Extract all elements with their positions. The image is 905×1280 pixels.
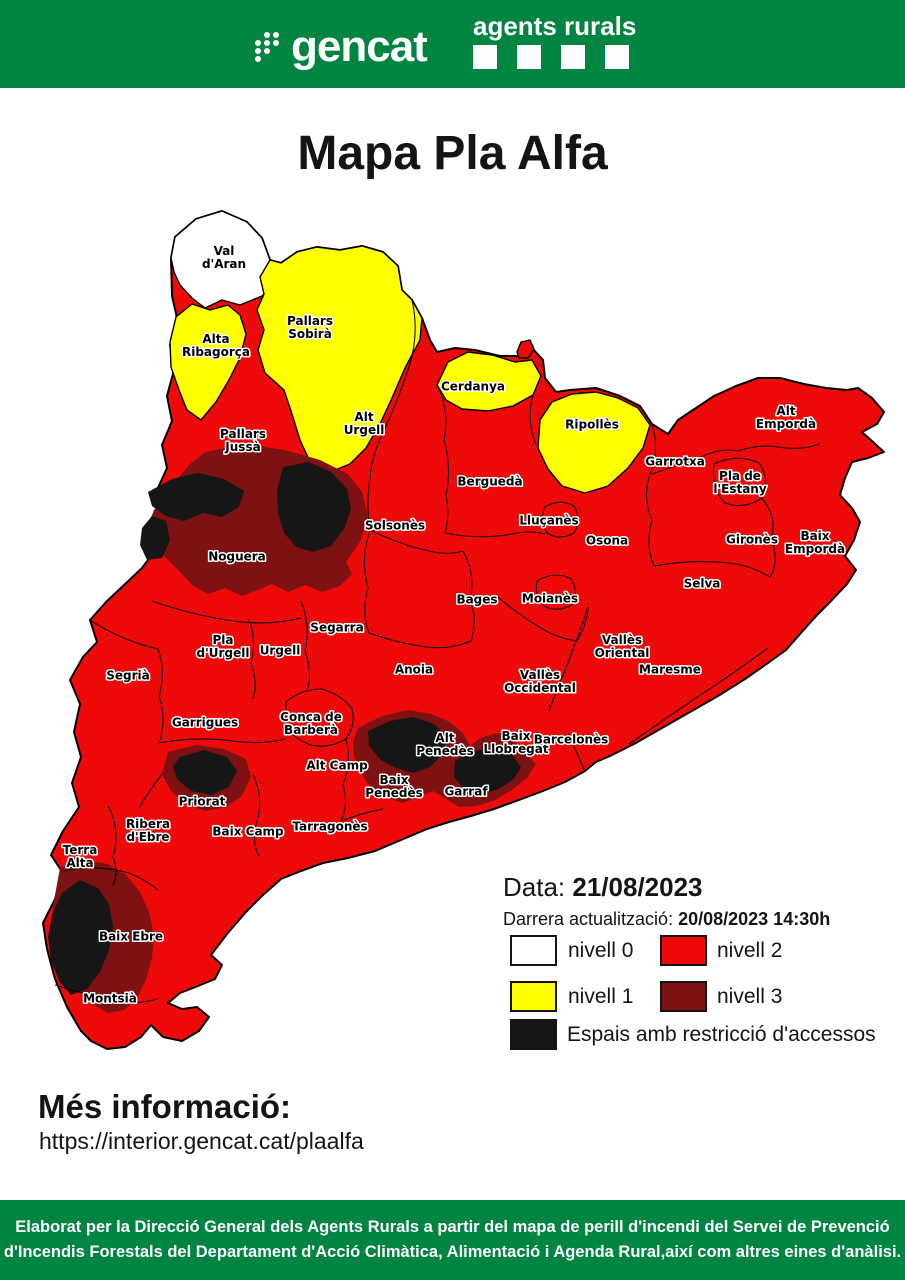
gencat-logo: gencat [254, 16, 428, 72]
map-region-alta-ribagorca [169, 303, 247, 421]
map-label-urgell: Urgell [260, 644, 301, 658]
map-label-ribera-debre: Ribera d'Ebre [126, 817, 170, 844]
catalonia-map: Val d'Aran Alta Ribagorça Pallars Sobirà Cerda… [42, 210, 885, 1050]
agents-rurals-squares [473, 45, 629, 69]
agents-rurals-logo: agents rurals [473, 11, 637, 69]
map-label-baix-penedes: Baix Penedès [365, 773, 423, 800]
legend-date-value: 21/08/2023 [572, 872, 703, 902]
map-label-barcelones: Barcelonès [534, 733, 609, 747]
map-label-montsia: Montsià [83, 992, 137, 1006]
footer-bar: Elaborat per la Direcció General dels Ag… [0, 1200, 905, 1280]
header-bar: gencat agents rurals [0, 0, 905, 88]
map-label-conca-de-barbera: Conca de Barberà [280, 710, 342, 737]
map-label-val-daran: Val d'Aran [202, 244, 246, 271]
map-label-tarragones: Tarragonès [292, 820, 367, 834]
restricted-area-patch [368, 717, 447, 773]
restricted-patches [48, 462, 521, 995]
legend-update: Darrera actualització: 20/08/2023 14:30h [503, 909, 830, 930]
map-label-priorat: Priorat [179, 795, 226, 809]
legend-swatch-nivell-1 [510, 981, 557, 1012]
map-label-noguera: Noguera [208, 550, 266, 564]
map-label-terra-alta: Terra Alta [63, 843, 98, 870]
map-label-baix-emporda: Baix Empordà [785, 529, 845, 556]
white-square-icon [517, 45, 541, 69]
map-label-selva: Selva [684, 577, 721, 591]
map-label-pallars-sobira: Pallars Sobirà [287, 314, 333, 341]
legend-date: Data: 21/08/2023 [503, 872, 703, 903]
legend-swatch-restricted [510, 1019, 557, 1050]
map-label-alt-emporda: Alt Empordà [756, 404, 816, 431]
map-label-garraf: Garraf [444, 785, 488, 799]
map-label-cerdanya: Cerdanya [441, 380, 505, 394]
restricted-area-patch [148, 473, 244, 521]
map-label-osona: Osona [586, 534, 628, 548]
map-label-pallars-jussa: Pallars Jussà [220, 427, 266, 454]
white-square-icon [473, 45, 497, 69]
legend-update-label: Darrera actualització: [503, 909, 674, 929]
map-label-anoia: Anoia [395, 663, 433, 677]
map-label-alt-penedes: Alt Penedès [416, 731, 474, 758]
restricted-area-patch [277, 462, 351, 552]
gencat-dots-icon [255, 32, 279, 62]
legend-swatch-nivell-2 [660, 935, 707, 966]
map-label-moianes: Moianès [522, 592, 578, 606]
footer-credit-line1: Elaborat per la Direcció General dels Ag… [15, 1218, 890, 1236]
map-label-baix-llobregat: Baix Llobregat [483, 729, 548, 756]
footer-credit-line2: d'Incendis Forestals del Departament d'A… [3, 1243, 902, 1261]
legend-label-nivell-0: nivell 0 [568, 939, 634, 962]
restricted-area-patch [48, 880, 113, 995]
white-square-icon [561, 45, 585, 69]
comarca-borders [54, 299, 821, 1004]
map-label-girones: Gironès [726, 533, 778, 547]
map-label-garrigues: Garrigues [172, 716, 238, 730]
legend-date-label: Data: [503, 872, 566, 902]
more-info-title: Més informació: [38, 1088, 292, 1125]
restricted-area-patch [140, 516, 170, 560]
map-label-valles-oriental: Vallès Oriental [595, 633, 650, 660]
legend-label-nivell-2: nivell 2 [717, 939, 783, 962]
legend-swatch-nivell-0 [510, 935, 557, 966]
map-label-bergueda: Berguedà [457, 475, 522, 489]
map-label-segria: Segrià [106, 669, 150, 683]
map-label-alt-camp: Alt Camp [306, 759, 368, 773]
agents-rurals-wordmark: agents rurals [473, 11, 637, 41]
map-label-ripolles: Ripollès [565, 418, 619, 432]
map-label-pla-durgell: Pla d'Urgell [197, 633, 250, 660]
page-title: Mapa Pla Alfa [297, 127, 608, 180]
map-llivia-exclave [516, 339, 535, 359]
map-label-pla-de-lestany: Pla de l'Estany [713, 469, 767, 496]
more-info-url: https://interior.gencat.cat/plaalfa [39, 1128, 364, 1154]
white-square-icon [605, 45, 629, 69]
legend-label-nivell-1: nivell 1 [568, 985, 634, 1008]
legend-swatch-nivell-3 [660, 981, 707, 1012]
map-label-maresme: Maresme [639, 663, 701, 677]
restricted-area-patch [454, 747, 521, 794]
legend-update-value: 20/08/2023 14:30h [678, 909, 831, 929]
map-label-valles-occidental: Vallès Occidental [504, 668, 576, 695]
map-labels: Val d'Aran Alta Ribagorça Pallars Sobirà Cerda… [61, 243, 846, 1008]
gencat-wordmark: gencat [291, 22, 428, 71]
legend-label-nivell-3: nivell 3 [717, 985, 783, 1008]
map-label-solsones: Solsonès [365, 519, 425, 533]
map-region-ripolles [537, 391, 651, 494]
restricted-area-patch [173, 750, 237, 795]
legend-label-restricted: Espais amb restricció d'accessos [567, 1023, 876, 1046]
map-label-alt-urgell: Alt Urgell [344, 410, 385, 437]
map-label-baix-camp: Baix Camp [212, 825, 284, 839]
map-label-alta-ribagorca: Alta Ribagorça [182, 332, 250, 359]
map-label-baix-ebre: Baix Ebre [99, 930, 163, 944]
map-label-garrotxa: Garrotxa [645, 455, 705, 469]
map-label-llucanes: Lluçanès [519, 514, 578, 528]
map-label-bages: Bages [456, 593, 497, 607]
map-region-cerdanya [436, 351, 542, 412]
map-region-pallars-sobira [256, 245, 423, 473]
map-label-segarra: Segarra [310, 621, 363, 635]
